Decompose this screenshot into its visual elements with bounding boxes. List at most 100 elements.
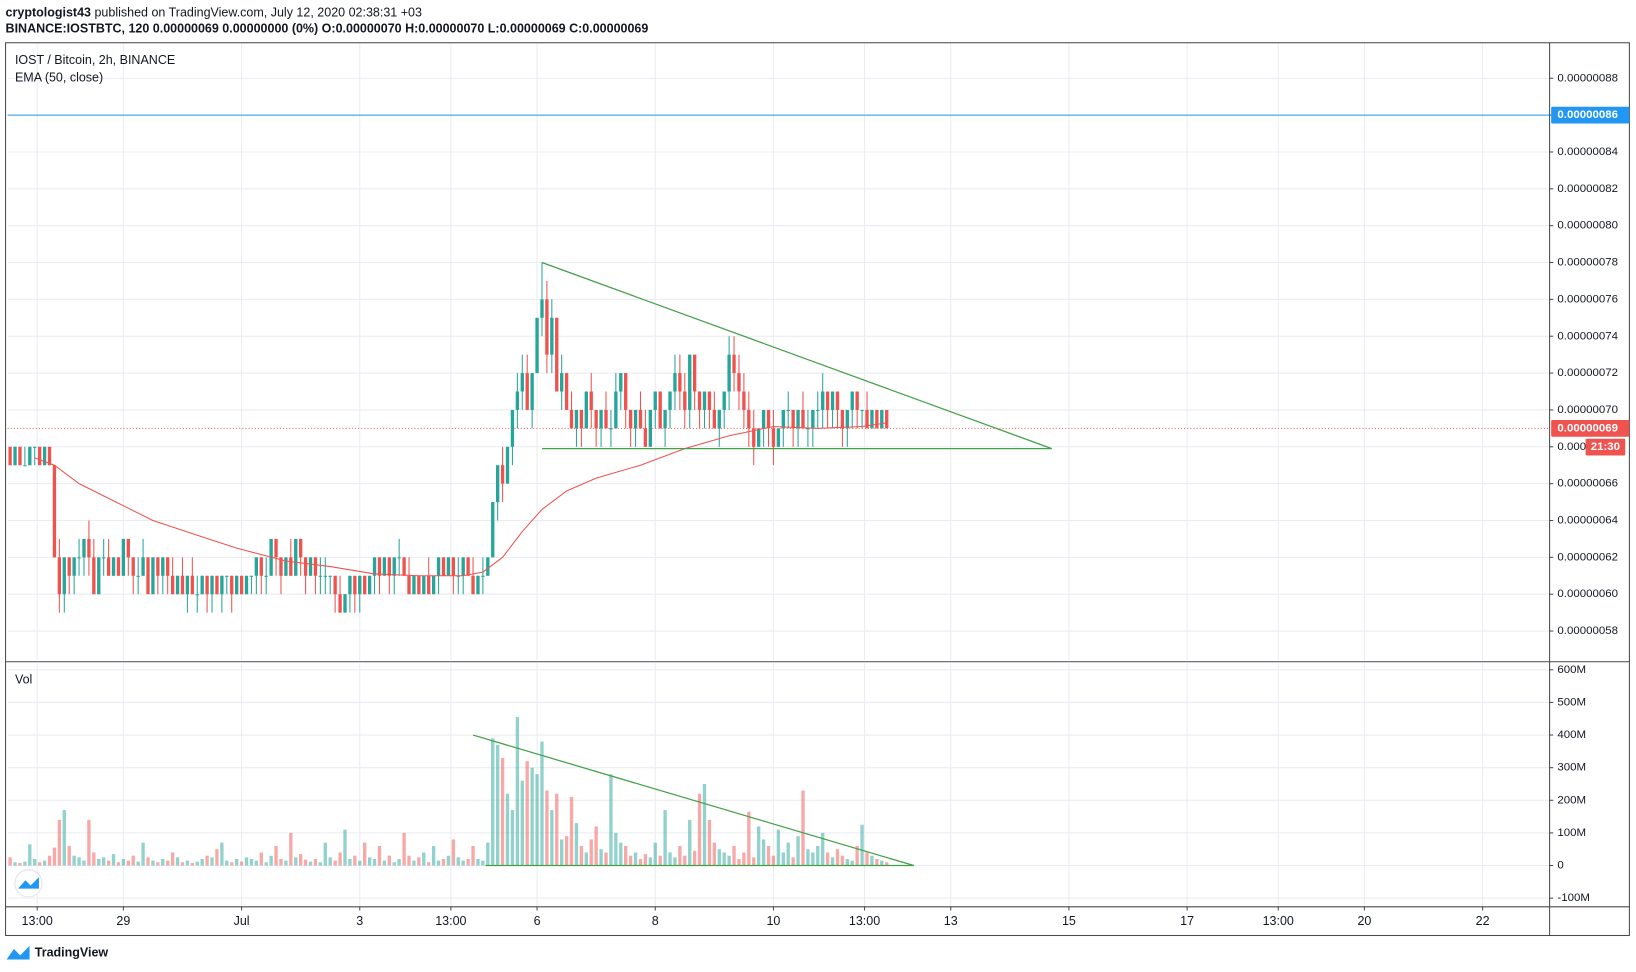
volume-bar [136, 861, 140, 866]
volume-bar [880, 860, 884, 866]
volume-bar [254, 860, 259, 866]
candle-body [387, 557, 391, 576]
volume-bar [23, 861, 27, 866]
candle-body [885, 409, 889, 429]
volume-bar [422, 852, 426, 866]
chart-title: IOST / Bitcoin, 2h, BINANCE [15, 53, 175, 67]
candle-body [230, 575, 234, 595]
last-price-label: 0.00000069 [1557, 422, 1618, 434]
footer-icon [6, 945, 30, 960]
volume-bar [106, 860, 111, 866]
candle-body [791, 409, 795, 429]
volume-bar [436, 860, 441, 866]
candle-body [491, 502, 495, 558]
volume-bar [161, 859, 165, 866]
candle-body [747, 409, 751, 429]
x-tick-label: 6 [534, 914, 541, 928]
volume-bar [318, 862, 323, 866]
volume-bar [707, 819, 712, 866]
candle-body [875, 409, 879, 429]
volume-bar [323, 842, 327, 866]
candle-body [279, 557, 283, 576]
logo-icon [18, 877, 39, 889]
volume-bar [37, 862, 42, 866]
volume-bar [515, 717, 520, 866]
volume-bar [560, 839, 564, 866]
candle-body [525, 373, 529, 410]
candle-body [633, 409, 638, 429]
candle-body [259, 557, 263, 576]
x-tick-label: Jul [234, 914, 250, 928]
volume-bar [87, 819, 91, 866]
volume-bar [510, 810, 515, 866]
volume-bar [619, 842, 623, 866]
volume-bar [550, 810, 554, 866]
volume-bar [574, 823, 579, 866]
candle-body [505, 446, 510, 484]
candle-body [392, 557, 396, 576]
candle-body [175, 575, 180, 595]
volume-bar [180, 862, 185, 866]
volume-bar [441, 859, 446, 866]
y-tick-label: 0.00000080 [1557, 220, 1618, 232]
volume-bar [599, 849, 603, 866]
candle-body [239, 575, 244, 595]
candle-body [880, 409, 884, 429]
volume-bar [569, 797, 574, 866]
candle-body [688, 354, 692, 410]
volume-bar [338, 852, 342, 866]
candle-body [313, 557, 318, 576]
volume-bar [555, 793, 559, 866]
candle-body [811, 409, 815, 429]
candle-body [569, 409, 574, 429]
candle-body [234, 575, 239, 595]
volume-bar [170, 852, 175, 866]
volume-bar [545, 790, 549, 866]
volume-bar [628, 855, 633, 866]
volume-bar [190, 862, 194, 866]
volume-bar [72, 855, 76, 866]
candle-body [215, 575, 219, 595]
volume-bar [67, 845, 71, 866]
volume-bar [702, 783, 707, 866]
candle-body [72, 557, 76, 576]
candle-body [757, 428, 761, 447]
candle-body [663, 409, 667, 429]
candle-body [87, 538, 91, 558]
volume-bar [249, 859, 254, 866]
volume-bar [540, 741, 544, 866]
candle-body [865, 409, 869, 429]
candle-body [481, 575, 485, 577]
volume-bar [146, 857, 150, 866]
volume-bar [185, 860, 190, 866]
volume-bar [392, 862, 396, 866]
candle-body [540, 299, 544, 318]
frame [5, 42, 1630, 937]
volume-bar [102, 857, 106, 866]
symbol-line: BINANCE:IOSTBTC, 120 0.00000069 0.000000… [6, 21, 649, 35]
volume-bar [486, 842, 490, 866]
candle-body [382, 557, 387, 576]
volume-bar [757, 826, 761, 866]
volume-bar [200, 859, 204, 866]
candle-body [151, 557, 155, 595]
candle-body [441, 557, 446, 576]
volume-bar [461, 860, 465, 866]
volume-bar [156, 862, 160, 866]
volume-bar [771, 855, 776, 866]
candle-body [166, 557, 170, 576]
candle-body [303, 557, 308, 576]
volume-bar [294, 857, 298, 866]
volume-bar [225, 860, 229, 866]
y-tick-label: 0.00000078 [1557, 257, 1618, 269]
candle-body [643, 428, 648, 447]
candle-body [141, 557, 145, 576]
volume-bar [658, 855, 662, 866]
volume-bar [303, 859, 308, 866]
candle-body [358, 575, 362, 595]
volume-bar [688, 819, 692, 866]
x-tick-label: 20 [1357, 914, 1371, 928]
candle-body [712, 409, 717, 429]
candle-body [308, 557, 313, 576]
